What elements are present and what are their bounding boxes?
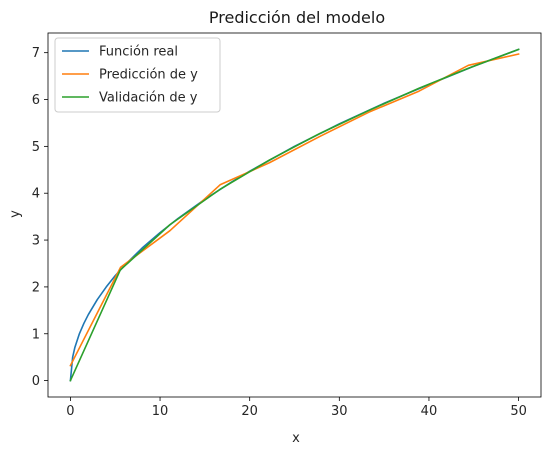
x-tick-label: 10 [152,404,169,419]
legend: Función real Predicción de y Validación de… [54,37,221,113]
x-tick-label: 0 [66,404,74,419]
legend-label: Predicción de y [99,68,198,83]
y-tick-label: 0 [32,374,40,389]
legend-box [54,37,221,113]
series-layer [69,48,520,382]
y-tick-label: 7 [32,46,40,61]
y-tick-label: 4 [32,187,40,202]
x-axis: 0 10 20 30 40 50 [66,397,527,419]
y-tick-label: 5 [32,140,40,155]
y-axis-label: y [8,210,23,218]
y-tick-label: 2 [32,280,40,295]
x-tick-label: 30 [331,404,348,419]
legend-label: Función real [99,45,178,60]
x-axis-label: x [292,431,300,446]
x-tick-label: 40 [421,404,438,419]
y-tick-label: 3 [32,234,40,249]
legend-label: Validación de y [99,91,198,106]
y-tick-label: 1 [32,327,40,342]
y-tick-label: 6 [32,93,40,108]
chart-title: Predicción del modelo [209,8,385,27]
x-tick-label: 20 [241,404,258,419]
x-tick-label: 50 [510,404,527,419]
series-line-2 [69,48,520,382]
plot-frame [47,32,542,398]
y-axis: 0 1 2 3 4 5 6 7 [32,46,48,389]
